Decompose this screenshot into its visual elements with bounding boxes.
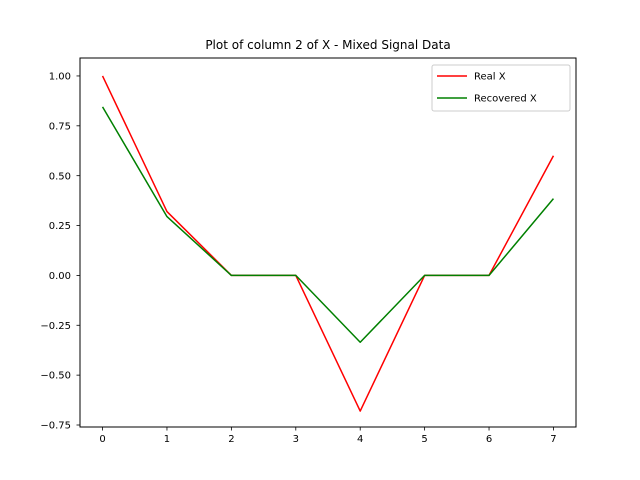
x-tick-label: 7 (550, 434, 556, 445)
series-line-0 (101, 75, 555, 412)
series-line-1 (101, 106, 555, 343)
y-tick-label: −0.75 (40, 421, 71, 432)
series-layer (101, 75, 555, 412)
x-tick-label: 6 (486, 434, 492, 445)
y-tick-label: −0.50 (40, 371, 71, 382)
legend-label-0: Real X (474, 72, 506, 83)
plot-area-frame (79, 57, 577, 428)
x-tick-label: 2 (228, 434, 234, 445)
y-tick-label: −0.25 (40, 321, 71, 332)
x-tick-label: 1 (164, 434, 170, 445)
legend: Real X Recovered X (431, 64, 571, 112)
x-tick-label: 3 (293, 434, 299, 445)
x-tick-label: 4 (357, 434, 363, 445)
x-tick-label: 5 (421, 434, 427, 445)
axis-layer: 0 1 2 3 4 5 6 7 1.00 0.75 0.50 0.25 0.00 −0.25 −0.50 −0… (40, 72, 556, 445)
legend-label-1: Recovered X (474, 94, 537, 105)
y-tick-label: 0.25 (49, 221, 71, 232)
y-tick-label: 0.00 (49, 271, 71, 282)
x-tick-label: 0 (99, 434, 105, 445)
chart-title: Plot of column 2 of X - Mixed Signal Dat… (205, 38, 450, 52)
y-tick-label: 0.75 (49, 121, 71, 132)
y-tick-label: 0.50 (49, 171, 71, 182)
y-tick-label: 1.00 (49, 72, 71, 83)
